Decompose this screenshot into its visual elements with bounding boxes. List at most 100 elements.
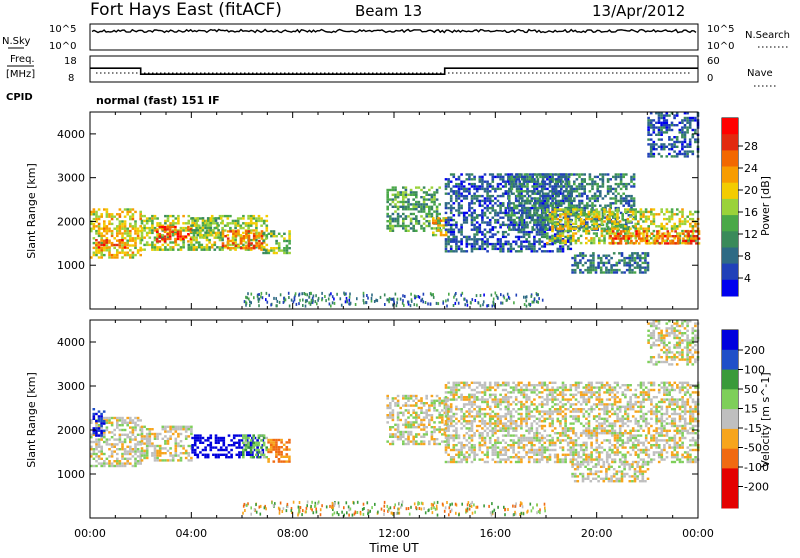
power-colorbar-tick-label: 12 [744,228,758,241]
range-cell [634,252,637,254]
range-cell [98,415,101,417]
range-cell [559,242,562,244]
range-cell [273,249,276,251]
range-cell [394,404,397,406]
range-cell [644,252,647,254]
range-cell [638,242,641,244]
range-cell [106,419,109,421]
range-cell [407,440,410,442]
range-cell [658,126,661,128]
range-cell [116,419,119,421]
range-cell [407,426,410,428]
range-cell [266,220,269,222]
range-cell [622,197,625,199]
range-cell [182,241,185,243]
range-cell [121,462,124,464]
range-cell [420,402,423,404]
range-cell [489,212,492,214]
range-cell [625,200,628,202]
range-cell [238,439,241,441]
range-cell [686,237,689,239]
range-cell [486,250,489,252]
range-cell [389,407,392,409]
range-cell [180,428,183,430]
range-cell [159,235,162,237]
range-cell [679,211,682,213]
range-cell [206,237,209,239]
range-cell [230,456,233,458]
range-cell [471,200,474,202]
range-cell [653,126,656,128]
range-cell [402,206,405,208]
range-cell [692,129,695,131]
range-cell [533,248,536,250]
range-cell [258,451,261,453]
range-cell [571,264,574,266]
range-cell [188,215,191,217]
range-cell [258,235,261,237]
range-cell [507,173,510,175]
range-cell [103,460,106,462]
range-cell [167,249,170,251]
range-cell [121,458,124,460]
range-cell [126,453,129,455]
range-cell [278,249,281,251]
range-cell [202,222,205,224]
range-cell [95,211,98,213]
range-cell [636,264,639,266]
range-cell [121,419,124,421]
range-cell [695,242,698,244]
range-cell [633,205,636,207]
range-cell [582,257,585,259]
range-cell [632,211,635,213]
range-cell [232,235,235,237]
range-cell [422,300,424,303]
range-cell [631,271,634,273]
range-cell [404,295,406,298]
power-ytick-label: 1000 [57,259,85,272]
range-cell [279,301,281,304]
range-cell [521,221,524,223]
range-cell [570,190,573,192]
range-cell [137,417,140,419]
range-cell [494,233,497,235]
range-cell [98,225,101,227]
range-cell [432,220,435,222]
range-cell [473,195,476,197]
range-cell [242,437,245,439]
range-cell [552,188,555,190]
range-cell [302,304,304,307]
range-cell [447,178,450,180]
range-cell [410,414,413,416]
range-cell [436,416,439,418]
range-cell [651,233,654,235]
range-cell [141,438,144,440]
range-cell [539,176,542,178]
range-cell [647,129,650,131]
range-cell [489,229,492,231]
range-cell [162,459,165,461]
range-cell [692,136,695,138]
range-cell [542,185,545,187]
range-cell [256,242,259,244]
range-cell [538,241,541,243]
range-cell [473,178,476,180]
range-cell [185,452,188,454]
range-cell [175,454,178,456]
range-cell [392,218,395,220]
range-cell [562,235,565,237]
range-cell [177,428,180,430]
range-cell [673,213,676,215]
range-cell [392,436,395,438]
range-cell [542,224,545,226]
range-cell [188,222,191,224]
range-cell [412,438,415,440]
range-cell [627,211,630,213]
range-cell [594,193,597,195]
range-cell [394,218,397,220]
range-cell [407,431,410,433]
range-cell [245,233,248,235]
range-cell [275,297,277,300]
range-cell [258,437,261,439]
range-cell [405,438,408,440]
